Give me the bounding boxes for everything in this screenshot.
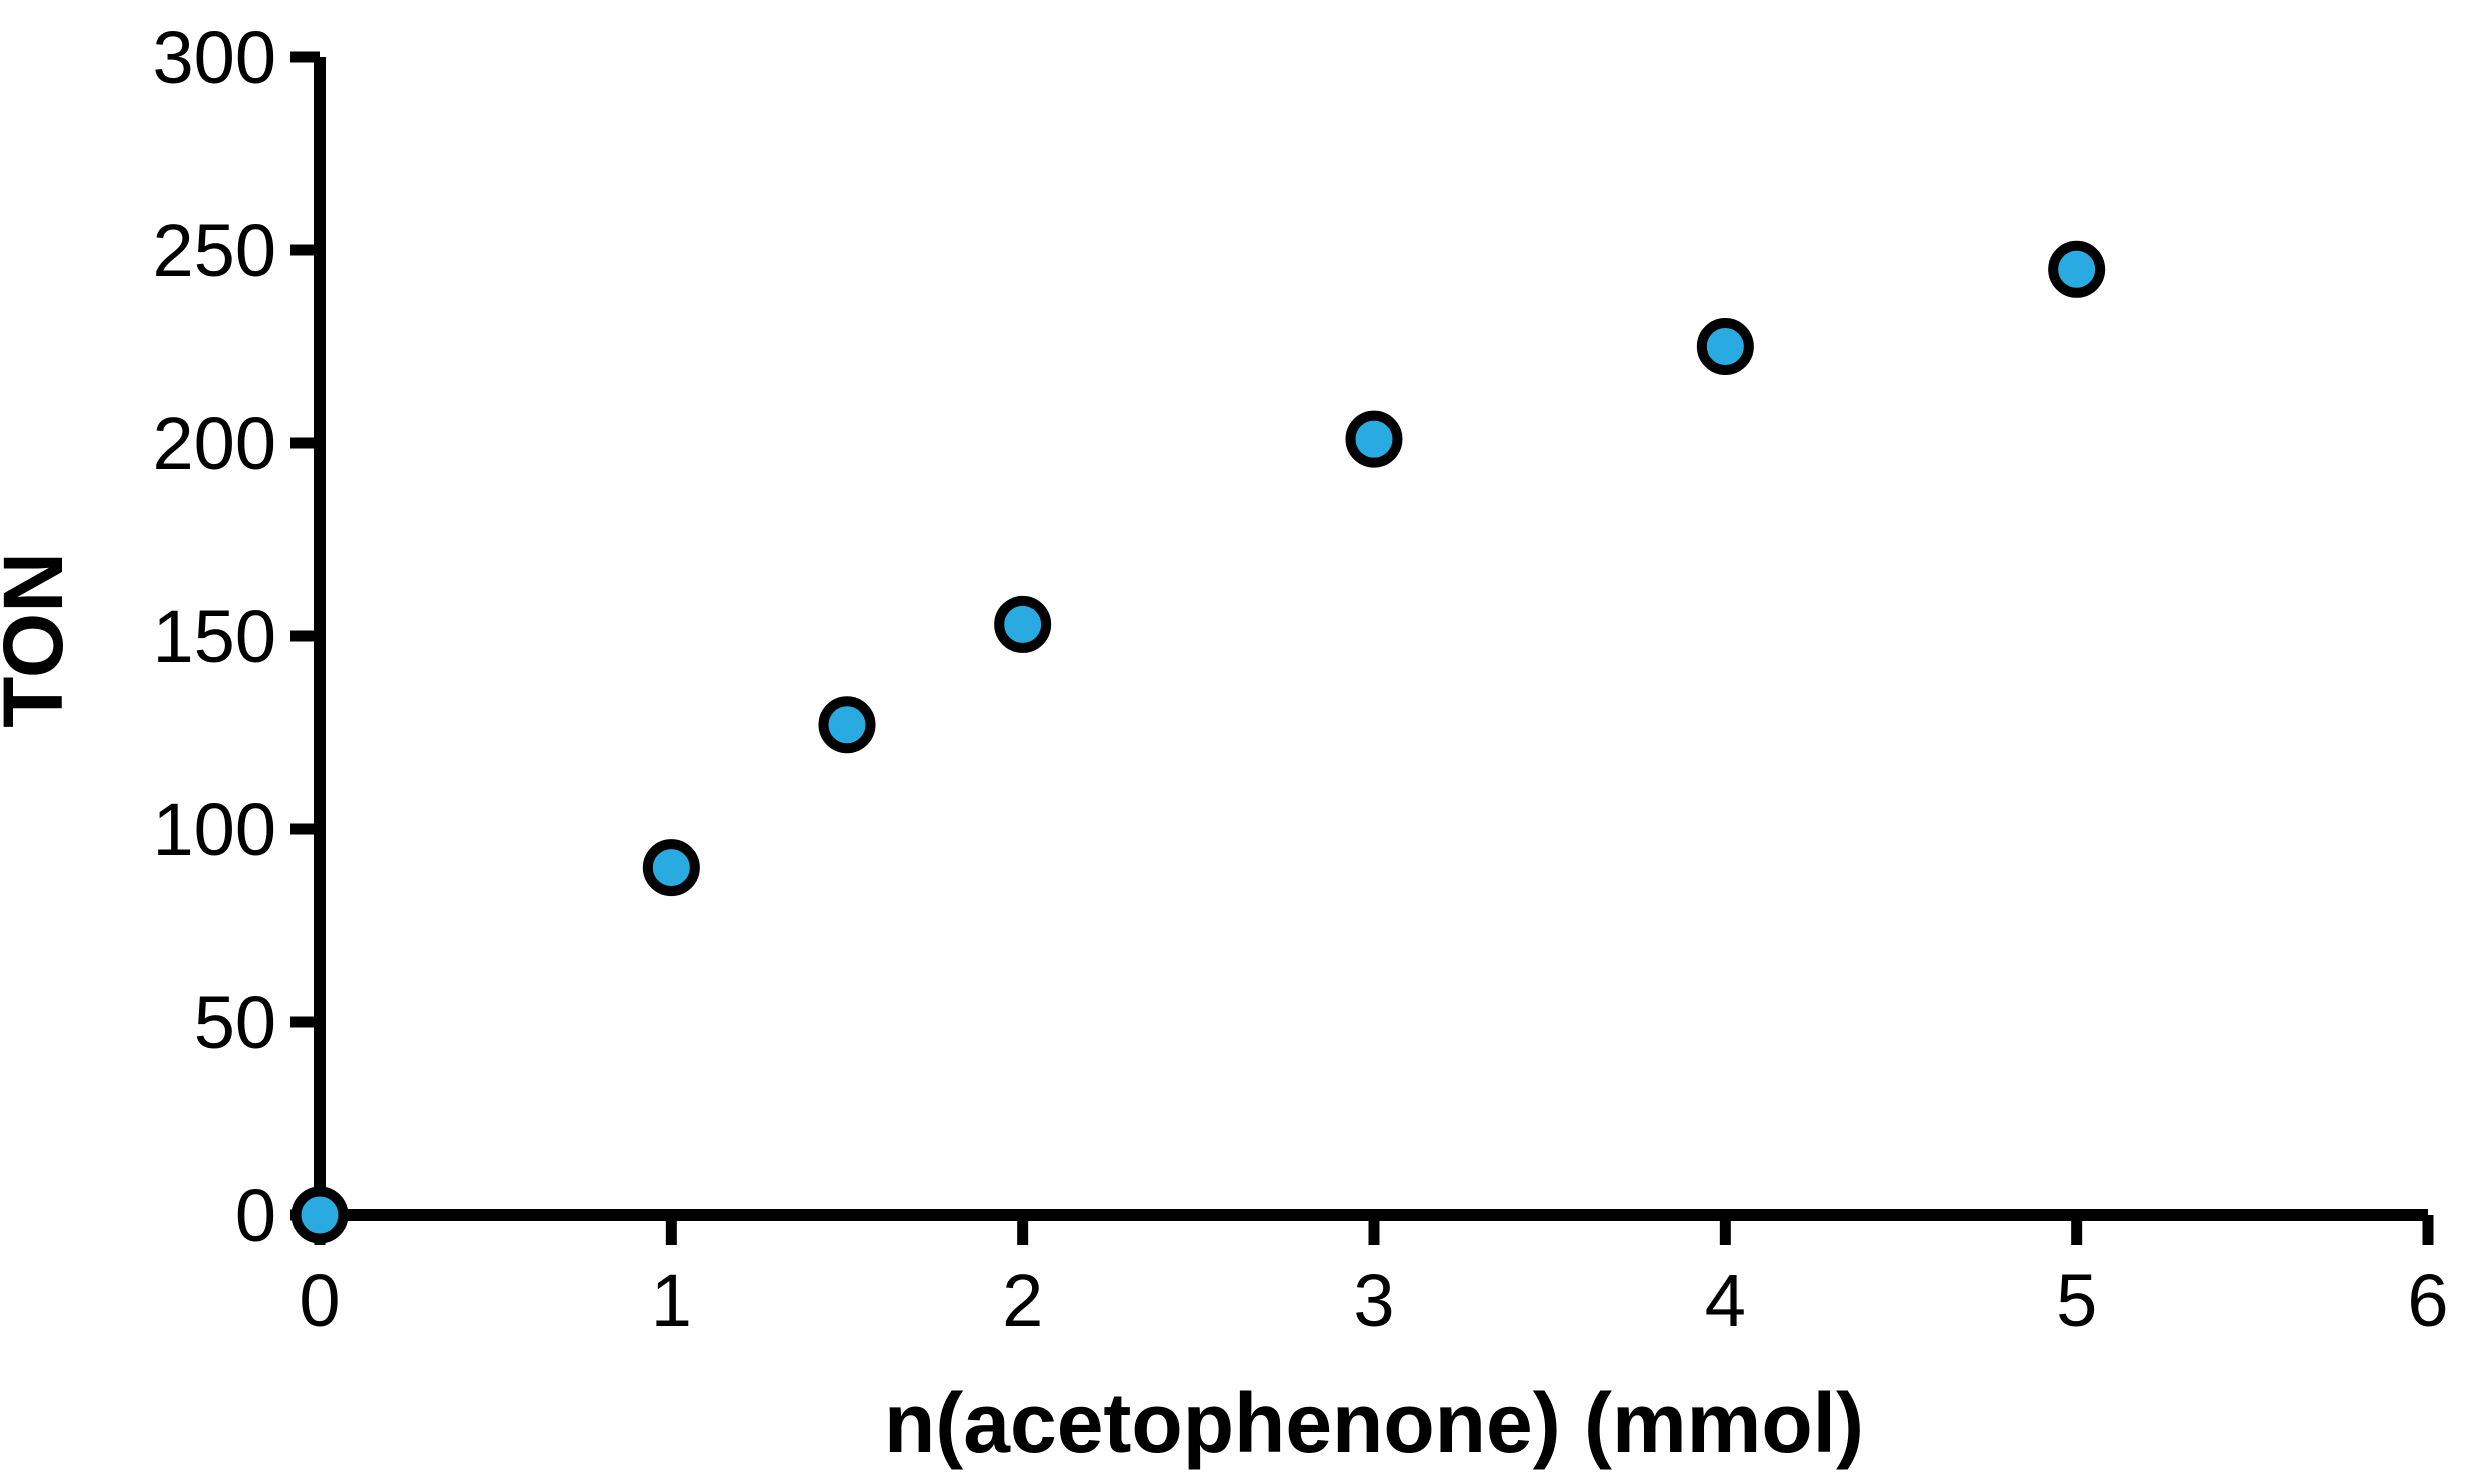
x-tick-label: 5 [2056, 1259, 2097, 1342]
y-tick-label: 50 [194, 981, 276, 1064]
data-point [291, 1186, 349, 1244]
x-axis-title: n(acetophenone) (mmol) [884, 1376, 1864, 1470]
y-tick-label: 200 [153, 402, 276, 485]
data-point [994, 595, 1052, 653]
x-tick-label: 4 [1705, 1259, 1746, 1342]
y-axis-title: TON [0, 552, 80, 728]
x-tick-label: 6 [2407, 1259, 2448, 1342]
data-points-layer [291, 240, 2106, 1244]
data-point [818, 696, 876, 754]
x-tick-label: 3 [1353, 1259, 1394, 1342]
ticks-layer [290, 51, 2434, 1245]
data-point [642, 839, 700, 897]
x-tick-label: 1 [651, 1259, 692, 1342]
axes-layer [314, 57, 2428, 1221]
x-tick-label: 0 [299, 1259, 340, 1342]
y-tick-label: 250 [153, 209, 276, 292]
y-tick-label: 150 [153, 595, 276, 678]
y-tick-label: 100 [153, 788, 276, 871]
y-tick-label: 0 [235, 1174, 276, 1257]
data-point [1696, 318, 1754, 375]
x-tick-label: 2 [1002, 1259, 1043, 1342]
data-point [2048, 240, 2106, 298]
y-tick-label: 300 [153, 16, 276, 99]
tick-labels-layer: 0 50 100 150 200 250 300 0 1 2 3 4 5 6 [153, 16, 2449, 1342]
data-point [1345, 410, 1403, 468]
